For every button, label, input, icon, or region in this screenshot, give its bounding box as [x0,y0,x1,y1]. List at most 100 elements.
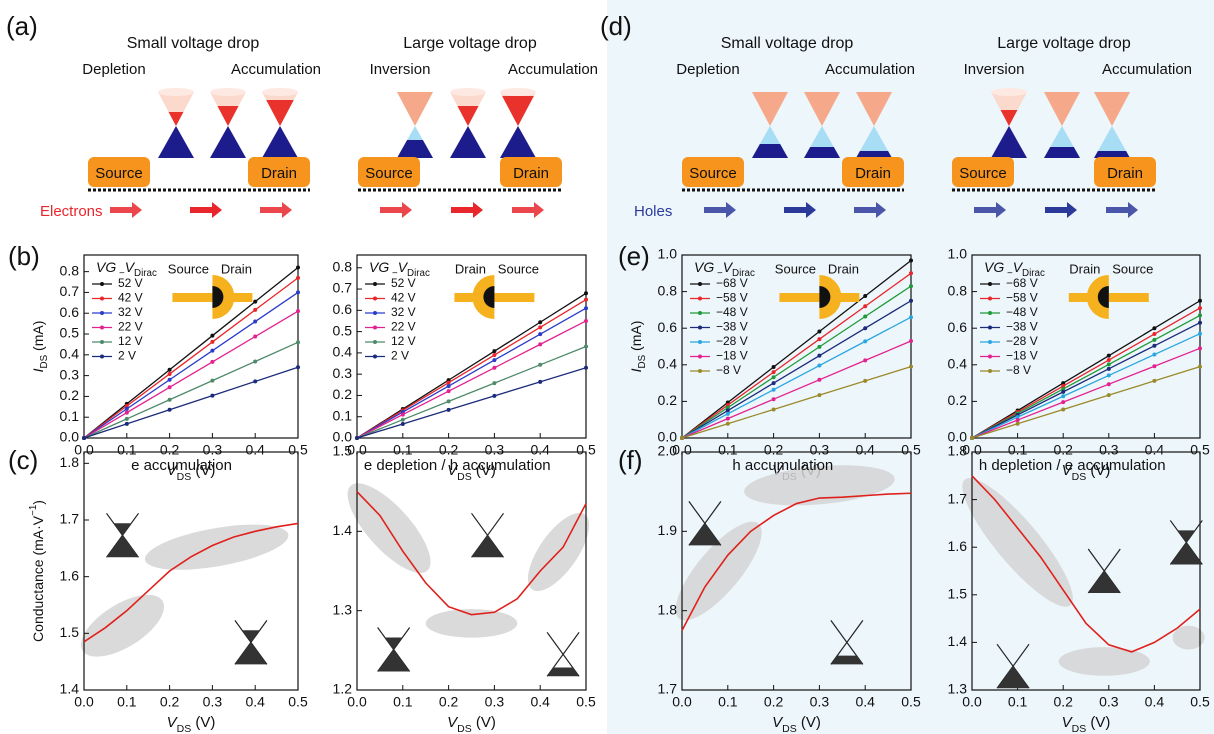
data-point [1152,344,1156,348]
data-point [1152,332,1156,336]
y-tick-label: 0.2 [333,386,353,402]
data-point [863,358,867,362]
legend-label: −58 V [1006,291,1038,305]
inset-label: Drain [455,261,486,276]
legend-marker [373,340,377,344]
data-point [1152,379,1156,383]
panel-label: (f) [618,445,643,475]
data-point [584,298,588,302]
y-tick-label: 1.8 [658,601,678,617]
data-point [817,337,821,341]
inset-bar [454,293,534,302]
text-part: Dirac [1022,268,1045,279]
data-point [1107,358,1111,362]
legend-marker [988,369,992,373]
data-point [492,381,496,385]
y-tick-label: 1.0 [658,246,678,262]
x-tick-label: 0.4 [855,442,875,458]
cone-rim [991,88,1027,96]
data-point [970,436,974,440]
legend-marker [373,297,377,301]
y-tick-label: 1.9 [658,522,678,538]
carrier-label: Electrons [40,203,103,220]
data-point [492,349,496,353]
y-tick-label: 0.8 [333,258,353,274]
x-tick-label: 0.4 [245,442,265,458]
data-point [1107,362,1111,366]
x-tick-label: 0.3 [1099,442,1119,458]
y-tick-label: 1.5 [333,443,353,459]
data-point [680,436,684,440]
x-tick-label: 0.5 [1190,694,1210,710]
data-point [1107,393,1111,397]
cone-rim [262,88,298,96]
text-part: − [389,268,398,279]
electrode-label: Source [959,165,1007,182]
figure: (a)ElectronsSmall voltage dropDepletionA… [0,0,1214,734]
cone-rim [210,88,246,96]
inset-label: Source [498,261,539,276]
data-point [168,398,172,402]
x-tick-label: 0.2 [439,442,459,458]
legend-label: −58 V [716,291,748,305]
y-tick-label: 0.4 [948,356,968,372]
x-tick-label: 0.2 [764,694,784,710]
data-point [168,378,172,382]
region-label: Accumulation [231,61,321,78]
y-tick-label: 1.5 [948,586,968,602]
x-tick-label: 0.4 [245,694,265,710]
legend-marker [100,355,104,359]
x-tick-label: 0.3 [203,442,223,458]
y-tick-label: 0.2 [948,392,968,408]
data-point [584,306,588,310]
legend-label: −28 V [716,334,748,348]
data-point [447,389,451,393]
legend-label: 22 V [391,320,416,334]
data-point [401,422,405,426]
y-tick-label: 1.0 [948,246,968,262]
legend-label: −28 V [1006,334,1038,348]
region-label: Inversion [964,61,1025,78]
panel-label: (d) [600,11,632,41]
annotation: e accumulation [131,457,232,474]
legend-label: 2 V [391,349,409,363]
legend-marker [988,355,992,359]
text-part: G [378,259,389,275]
data-point [401,413,405,417]
cone-rim [500,88,536,96]
data-point [1152,364,1156,368]
y-tick-label: 1.7 [60,511,80,527]
data-point [538,325,542,329]
data-point [1107,373,1111,377]
y-tick-label: 0.8 [60,262,80,278]
data-point [210,349,214,353]
legend-marker [100,282,104,286]
annotation: h depletion / e accumulation [979,457,1166,474]
y-tick-label: 1.7 [948,490,968,506]
electrode-label: Drain [855,165,891,182]
text-part: DS [39,354,50,368]
y-tick-label: 1.3 [333,601,353,617]
diagram-title: Large voltage drop [997,35,1131,52]
data-point [210,340,214,344]
data-point [772,375,776,379]
data-point [355,436,359,440]
text-part: (V) [797,714,821,731]
x-tick-label: 0.4 [855,694,875,710]
highlight-region [1059,647,1150,676]
text-part: G [703,259,714,275]
text-part: − [714,268,723,279]
cone-filled [1094,151,1130,158]
inset-label: Drain [1069,261,1100,276]
data-point [1061,394,1065,398]
data-point [447,399,451,403]
data-point [772,370,776,374]
data-point [168,385,172,389]
y-tick-label: 1.5 [60,624,80,640]
data-point [584,366,588,370]
carrier-label: Holes [634,203,672,220]
data-point [538,380,542,384]
x-tick-label: 0.5 [288,694,308,710]
data-point [1198,321,1202,325]
legend-label: −38 V [1006,320,1038,334]
